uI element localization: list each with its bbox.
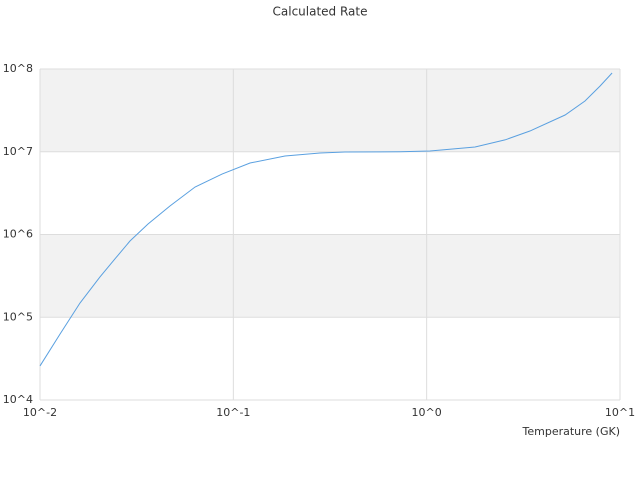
grid-band <box>40 69 620 152</box>
x-tick-label: 10^1 <box>605 406 635 419</box>
x-axis-label: Temperature (GK) <box>522 425 621 438</box>
x-tick-label: 10^-1 <box>216 406 250 419</box>
y-tick-label: 10^4 <box>3 393 33 406</box>
grid-band <box>40 234 620 318</box>
y-tick-label: 10^5 <box>3 310 33 323</box>
chart-title: Calculated Rate <box>273 5 368 19</box>
line <box>39 72 613 367</box>
y-tick-label: 10^8 <box>3 62 33 75</box>
x-tick-label: 10^0 <box>412 406 442 419</box>
y-tick-label: 10^6 <box>3 228 33 241</box>
y-tick-label: 10^7 <box>3 145 33 158</box>
x-tick-label: 10^-2 <box>23 406 57 419</box>
